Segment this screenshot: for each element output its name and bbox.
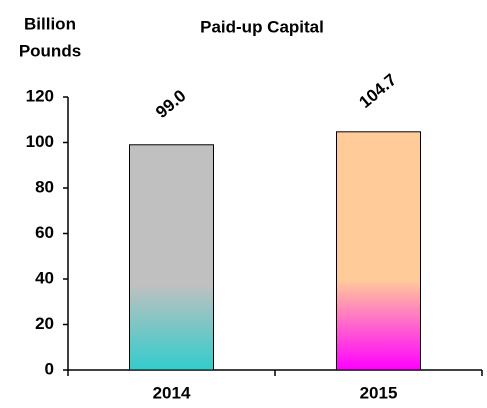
y-tick-label: 0 (45, 359, 54, 378)
chart-title: Paid-up Capital (200, 17, 324, 36)
y-axis-label: Billion (24, 14, 76, 33)
bar (129, 144, 214, 371)
y-tick-label: 40 (35, 268, 54, 287)
value-label: 104.7 (355, 70, 400, 112)
bar (336, 131, 421, 371)
y-axis-label: Pounds (19, 41, 81, 60)
x-tick-label: 2014 (153, 383, 191, 402)
y-tick-label: 20 (35, 314, 54, 333)
y-tick-label: 120 (26, 86, 54, 105)
value-label: 99.0 (152, 86, 190, 122)
y-tick-label: 80 (35, 177, 54, 196)
y-tick-label: 100 (26, 132, 54, 151)
y-tick-label: 60 (35, 223, 54, 242)
x-tick-label: 2015 (360, 383, 398, 402)
